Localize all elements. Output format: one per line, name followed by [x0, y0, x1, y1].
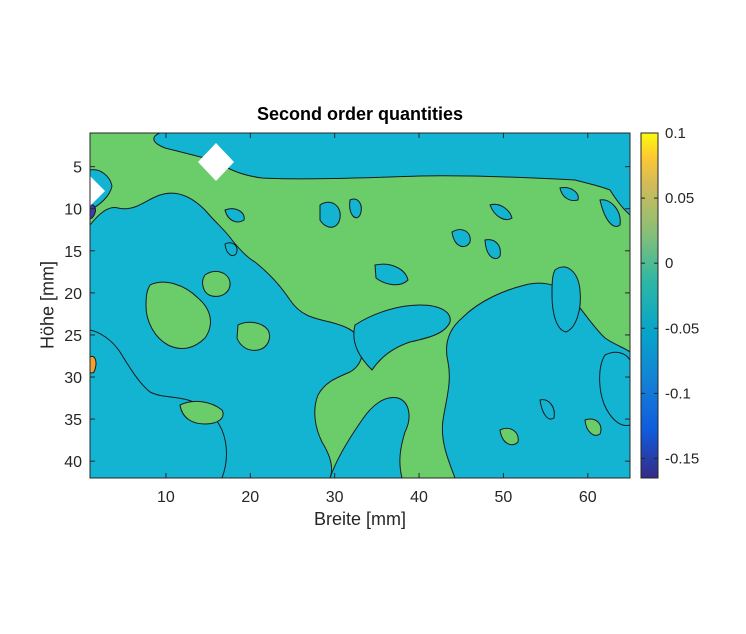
x-tick-label: 50 [495, 489, 513, 506]
contour-region-top-band [153, 133, 630, 216]
y-tick-label: 20 [64, 286, 82, 303]
contour-island [202, 271, 231, 297]
contour-blob [349, 198, 362, 219]
contour-blob [319, 201, 341, 228]
y-tick-label: 5 [73, 160, 82, 177]
colorbar-tick-label: -0.05 [665, 320, 699, 337]
contour-region-bottom-center [329, 396, 410, 478]
x-tick-label: 20 [241, 489, 259, 506]
contour-blob [484, 239, 501, 260]
contour-region-right-block [441, 282, 630, 478]
contour-region-middle-strip [353, 304, 451, 371]
contour-blob [539, 399, 555, 420]
colorbar-tick-label: 0.05 [665, 190, 694, 207]
colorbar-tick-label: -0.1 [665, 385, 691, 402]
x-tick-label: 60 [579, 489, 597, 506]
y-tick-label: 35 [64, 412, 82, 429]
contour-blob [599, 199, 621, 227]
missing-data-marker [78, 176, 105, 206]
chart-title: Second order quantities [256, 104, 464, 124]
contour-island [145, 281, 211, 349]
contour-blob [489, 203, 513, 220]
y-tick-label: 40 [64, 454, 82, 471]
contour-blob [559, 187, 579, 201]
y-axis-ticks: 5 10 15 20 25 30 35 40 [64, 160, 630, 471]
x-tick-label: 40 [410, 489, 428, 506]
colorbar-tick-label: -0.15 [665, 450, 699, 467]
contour-blob [224, 208, 245, 223]
contour-island [236, 321, 271, 351]
contour-island [584, 418, 602, 436]
contour-blob [374, 263, 409, 286]
colorbar-tick-label: 0.1 [665, 125, 686, 142]
contour-region-left-bottom [90, 329, 227, 478]
y-tick-label: 30 [64, 370, 82, 387]
colorbar-ticks: 0.1 0.05 0 -0.05 -0.1 -0.15 [641, 125, 699, 467]
x-axis-label: Breite [mm] [313, 509, 406, 529]
contour-region-right-edge [599, 351, 630, 427]
plot-frame [89, 132, 631, 479]
contour-blob [451, 229, 471, 248]
contour-blob [551, 266, 581, 333]
contour-blob [224, 242, 238, 257]
colorbar-tick-label: 0 [665, 255, 673, 272]
y-tick-label: 25 [64, 328, 82, 345]
x-tick-label: 10 [157, 489, 175, 506]
contour-island [499, 427, 519, 446]
contour-island [179, 400, 224, 425]
colorbar [640, 132, 659, 479]
x-axis-ticks: 10 20 30 40 50 60 [157, 133, 597, 506]
y-tick-label: 15 [64, 244, 82, 261]
contour-regions [90, 133, 630, 478]
y-tick-label: 10 [64, 202, 82, 219]
x-tick-label: 30 [326, 489, 344, 506]
missing-data-marker [198, 143, 234, 181]
contour-region-dark-blue [90, 203, 96, 219]
contour-region-orange [90, 356, 97, 374]
